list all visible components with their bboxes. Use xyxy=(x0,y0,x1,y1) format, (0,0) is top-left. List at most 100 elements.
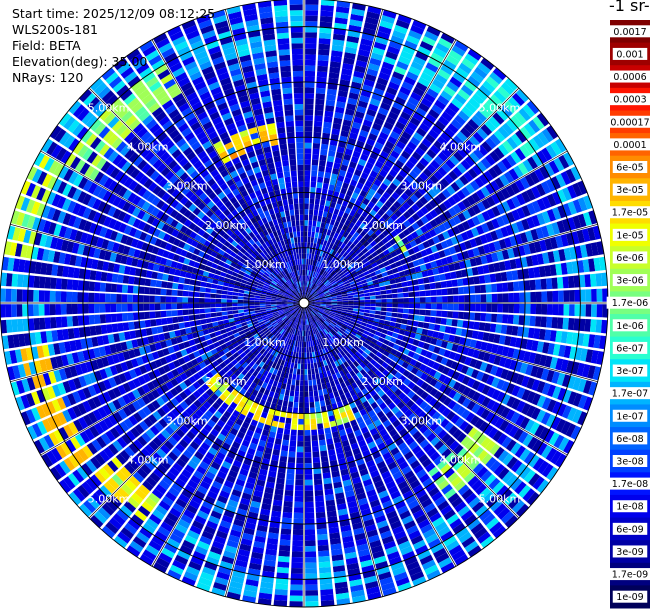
ray-cell xyxy=(336,293,342,296)
ray-cell xyxy=(481,222,490,233)
ray-cell xyxy=(491,389,501,400)
ray-cell xyxy=(577,260,585,273)
ray-cell xyxy=(352,354,359,361)
ray-cell xyxy=(510,477,523,491)
ray-cell xyxy=(326,510,337,518)
ray-cell xyxy=(458,311,464,320)
ray-cell xyxy=(337,320,344,325)
ray-cell xyxy=(425,482,437,493)
ray-cell xyxy=(350,270,357,276)
ray-cell xyxy=(400,341,407,348)
ray-cell xyxy=(342,479,352,487)
ray-cell xyxy=(420,372,429,381)
ray-cell xyxy=(328,392,335,399)
ray-cell xyxy=(381,582,395,591)
ray-cell xyxy=(128,321,135,330)
ray-cell xyxy=(376,259,383,265)
ray-cell xyxy=(448,389,457,399)
ray-cell xyxy=(541,211,551,224)
ray-cell xyxy=(501,393,511,405)
ray-cell xyxy=(528,138,540,152)
ray-cell xyxy=(314,315,319,321)
ray-cell xyxy=(297,363,301,370)
ray-cell xyxy=(334,378,340,386)
ray-cell xyxy=(321,461,330,468)
ray-cell xyxy=(346,240,353,247)
ray-cell xyxy=(332,283,339,288)
ray-cell xyxy=(395,423,405,433)
ray-cell xyxy=(433,140,444,151)
ray-cell xyxy=(357,251,364,258)
ray-cell xyxy=(424,133,436,144)
ray-cell xyxy=(310,237,315,243)
ray-cell xyxy=(382,96,393,106)
ray-cell xyxy=(304,468,313,475)
ray-cell xyxy=(443,535,457,547)
ray-cell xyxy=(276,572,289,579)
ray-cell xyxy=(446,54,460,66)
ray-cell xyxy=(357,261,365,267)
ray-cell xyxy=(364,274,371,279)
ray-cell xyxy=(293,402,299,408)
ray-cell xyxy=(535,227,544,239)
ray-cell xyxy=(539,427,550,441)
ray-cell xyxy=(313,131,322,138)
ray-cell xyxy=(472,349,480,359)
ray-cell xyxy=(377,277,384,283)
ray-cell xyxy=(401,361,409,369)
ray-cell xyxy=(347,310,354,314)
ray-cell xyxy=(350,419,358,427)
ray-cell xyxy=(312,143,321,149)
ray-cell xyxy=(443,85,456,97)
ray-cell xyxy=(292,334,296,341)
ray-cell xyxy=(415,81,428,92)
ray-cell xyxy=(466,377,476,388)
ray-cell xyxy=(437,404,447,414)
ray-cell xyxy=(446,540,460,552)
ray-cell xyxy=(308,346,312,353)
ray-cell xyxy=(356,182,364,190)
ray-cell xyxy=(398,383,407,392)
ray-cell xyxy=(316,279,321,286)
ray-cell xyxy=(369,342,376,348)
ray-cell xyxy=(311,310,317,315)
ray-cell xyxy=(316,266,320,273)
ray-cell xyxy=(375,307,382,311)
ray-cell xyxy=(328,415,335,422)
ray-cell xyxy=(258,439,267,447)
ray-cell xyxy=(293,346,297,353)
ray-cell xyxy=(260,411,268,419)
ray-cell xyxy=(315,301,321,303)
ray-cell xyxy=(417,549,431,560)
ray-cell xyxy=(337,301,343,303)
ray-cell xyxy=(322,342,327,349)
ray-cell xyxy=(515,463,527,476)
ray-cell xyxy=(310,259,313,266)
ray-cell xyxy=(293,368,297,375)
ray-cell xyxy=(441,162,452,173)
ray-cell xyxy=(528,267,535,279)
ray-cell xyxy=(530,365,539,378)
ray-cell xyxy=(299,396,304,403)
ray-cell xyxy=(385,346,393,353)
ray-cell xyxy=(306,258,309,265)
ray-cell xyxy=(372,204,381,213)
ray-cell xyxy=(364,348,371,355)
ray-cell xyxy=(413,315,420,321)
ray-cell xyxy=(583,396,593,411)
ray-cell xyxy=(281,523,292,530)
ray-cell xyxy=(355,379,363,387)
ray-cell xyxy=(162,325,169,333)
ray-cell xyxy=(304,292,307,298)
ray-cell xyxy=(464,295,470,303)
ray-cell xyxy=(446,410,456,421)
ray-cell xyxy=(424,316,431,323)
ray-cell xyxy=(475,340,483,350)
ray-cell xyxy=(277,561,290,568)
ray-cell xyxy=(412,245,420,254)
ray-cell xyxy=(528,327,535,339)
ray-cell xyxy=(464,338,472,347)
ray-cell xyxy=(376,327,383,333)
ray-cell xyxy=(394,388,403,397)
